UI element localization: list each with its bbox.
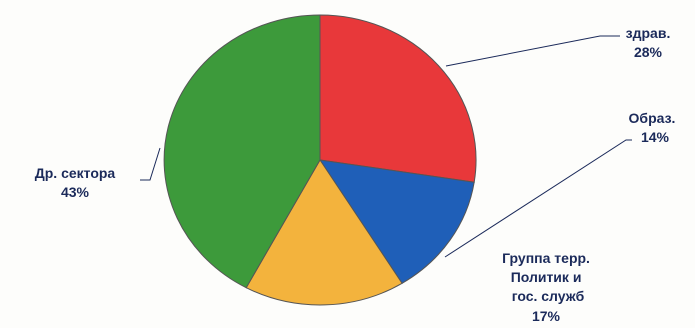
slice-value-obraz: 14%: [641, 129, 670, 145]
slice-value-zdrav: 28%: [634, 44, 663, 60]
label-obraz: Образ. 14%: [629, 110, 676, 145]
slice-label-dr-sektora: Др. сектора: [35, 165, 116, 181]
slice-label-gruppa-line3: гос. служб: [512, 288, 585, 304]
pie-slice-dr-sektora: [163, 14, 321, 289]
slice-label-gruppa-line1: Группа терр.: [502, 250, 590, 266]
label-zdrav: здрав. 28%: [626, 25, 671, 60]
slice-label-gruppa-line2: Политик и: [511, 269, 582, 285]
pie-slice-obraz: [318, 159, 475, 284]
leader-obraz: [444, 139, 632, 258]
slice-label-obraz: Образ.: [629, 110, 676, 126]
label-dr-sektora: Др. сектора 43%: [35, 165, 116, 200]
pie-slice-zdrav: [319, 14, 477, 183]
slice-value-dr-sektora: 43%: [61, 184, 90, 200]
leader-dr-sektora: [140, 147, 161, 181]
slice-label-gruppa: Группа терр. Политик и гос. служб: [502, 250, 594, 304]
label-gruppa: Группа терр. Политик и гос. служб 17%: [502, 250, 594, 324]
leader-lines: [140, 35, 632, 258]
leader-zdrav: [445, 35, 620, 67]
pie-slices: [163, 14, 477, 306]
slice-label-zdrav: здрав.: [626, 25, 671, 41]
pie-slice-gruppa: [245, 159, 403, 306]
slice-value-gruppa: 17%: [532, 308, 561, 324]
